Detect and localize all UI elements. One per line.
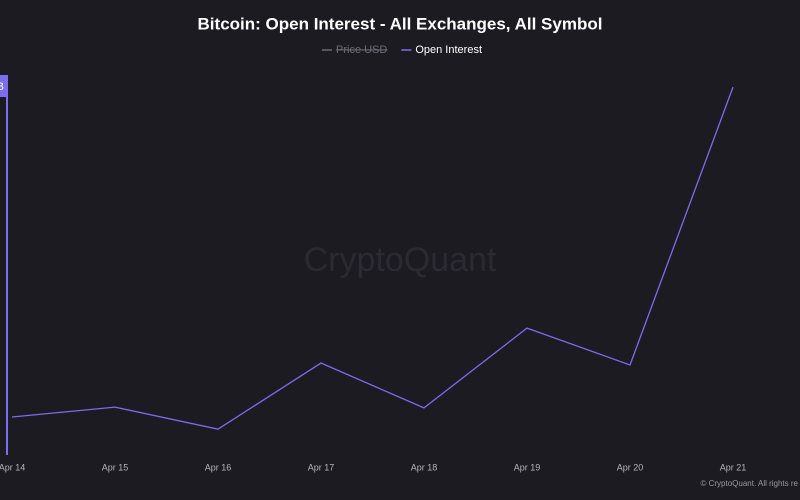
x-tick-label: Apr 18 [411,462,438,472]
legend-label[interactable]: Open Interest [415,44,482,56]
x-tick-label: Apr 14 [0,462,25,472]
chart-title: Bitcoin: Open Interest - All Exchanges, … [198,14,603,33]
watermark: CryptoQuant [304,241,497,279]
axis-tag-box [0,75,8,97]
axis-tag: B [0,81,4,93]
x-tick-label: Apr 20 [617,462,644,472]
x-tick-label: Apr 21 [720,462,747,472]
x-tick-label: Apr 15 [102,462,129,472]
series-line [11,86,734,430]
legend-label[interactable]: Price USD [336,44,387,56]
footer: © CryptoQuant. All rights re [701,479,799,488]
x-tick-label: Apr 16 [205,462,232,472]
x-tick-label: Apr 19 [514,462,541,472]
x-tick-label: Apr 17 [308,462,335,472]
